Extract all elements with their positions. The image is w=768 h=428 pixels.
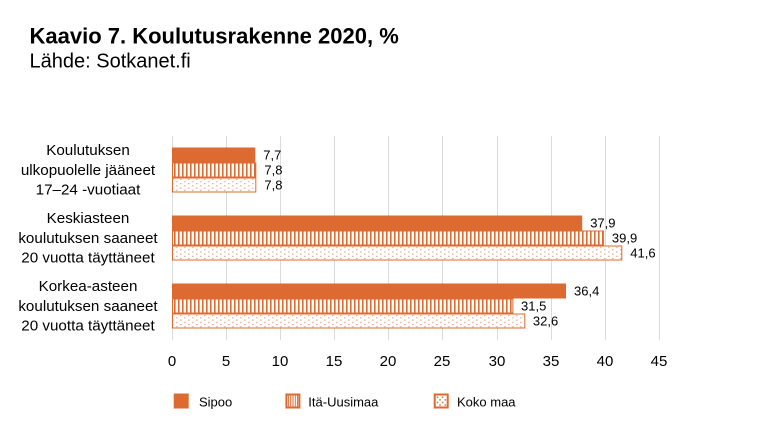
svg-text:20 vuotta täyttäneet: 20 vuotta täyttäneet [21,318,155,335]
svg-text:37,9: 37,9 [590,216,615,231]
svg-text:20: 20 [380,353,397,370]
svg-text:Itä-Uusimaa: Itä-Uusimaa [308,395,379,410]
svg-text:Koko maa: Koko maa [457,395,516,410]
svg-text:Koulutuksen: Koulutuksen [46,142,130,159]
svg-text:36,4: 36,4 [574,284,599,299]
svg-text:7,8: 7,8 [264,178,282,193]
svg-text:20 vuotta täyttäneet: 20 vuotta täyttäneet [21,250,155,267]
svg-text:25: 25 [434,353,451,370]
svg-text:41,6: 41,6 [630,246,655,261]
svg-text:ulkopuolelle jääneet: ulkopuolelle jääneet [21,162,156,179]
svg-text:10: 10 [272,353,289,370]
svg-text:35: 35 [543,353,560,370]
svg-text:Korkea-asteen: Korkea-asteen [39,278,138,295]
svg-text:7,7: 7,7 [263,148,281,163]
svg-text:koulutuksen saaneet: koulutuksen saaneet [18,298,158,315]
svg-text:31,5: 31,5 [521,299,546,314]
svg-text:koulutuksen saaneet: koulutuksen saaneet [18,230,158,247]
svg-text:Kaavio 7. Koulutusrakenne 2020: Kaavio 7. Koulutusrakenne 2020, % [30,24,399,49]
svg-text:15: 15 [326,353,343,370]
svg-text:17–24 -vuotiaat: 17–24 -vuotiaat [36,182,141,199]
svg-text:32,6: 32,6 [533,314,558,329]
svg-text:5: 5 [222,353,230,370]
svg-text:0: 0 [168,353,176,370]
svg-text:Lähde: Sotkanet.fi: Lähde: Sotkanet.fi [30,51,191,73]
svg-text:40: 40 [597,353,614,370]
svg-text:39,9: 39,9 [612,231,637,246]
svg-text:Keskiasteen: Keskiasteen [47,210,130,227]
svg-text:45: 45 [651,353,668,370]
svg-text:Sipoo: Sipoo [199,395,232,410]
svg-text:30: 30 [489,353,506,370]
svg-text:7,8: 7,8 [264,163,282,178]
